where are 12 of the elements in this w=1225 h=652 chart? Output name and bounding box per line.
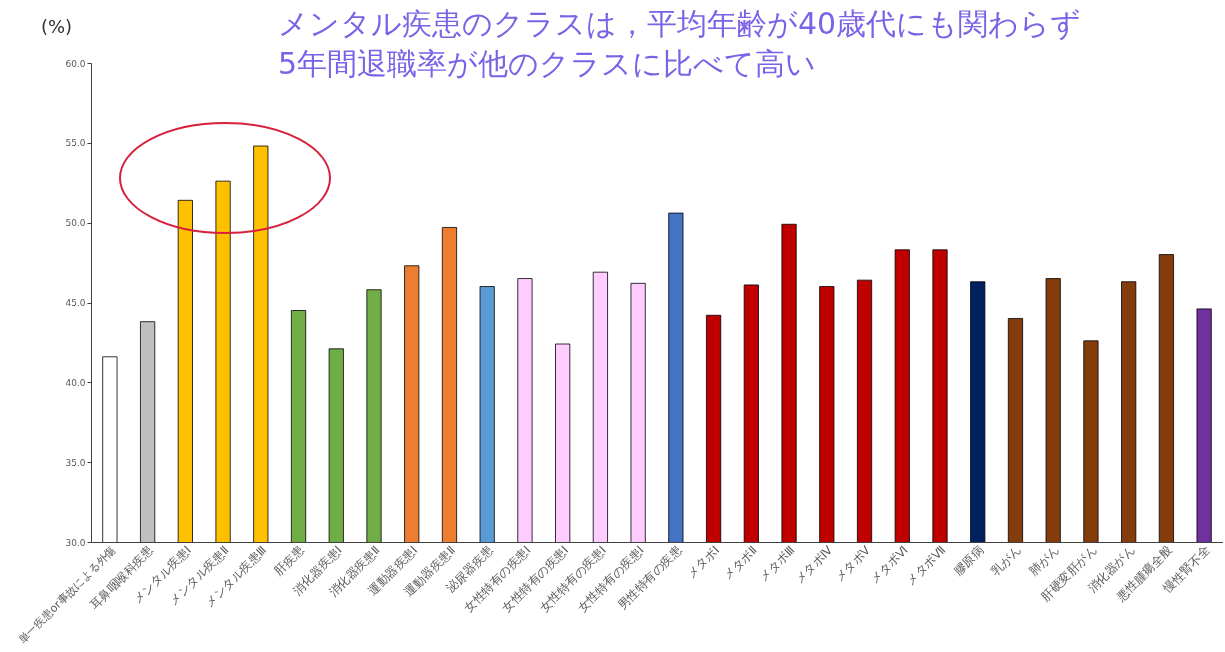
y-tick-label: 55.0: [65, 138, 86, 149]
y-tick-label: 45.0: [65, 298, 86, 308]
y-tick-label: 35.0: [65, 457, 86, 468]
chart-title: メンタル疾患のクラスは，平均年齢が40歳代にも関わらず 5年間退職率が他のクラスに比べて高い: [278, 6, 1082, 81]
y-tick-label: 50.0: [65, 218, 86, 229]
x-tick-label: 膠原病: [950, 543, 987, 579]
y-tick-label: 30.0: [65, 537, 86, 548]
y-axis-title: (%): [40, 15, 73, 37]
x-tick-label: 乳がん: [988, 543, 1024, 579]
y-tick-label: 40.0: [65, 377, 86, 388]
x-tick-label: メタボⅠ: [684, 543, 723, 581]
y-tick-label: 60.0: [65, 58, 86, 69]
